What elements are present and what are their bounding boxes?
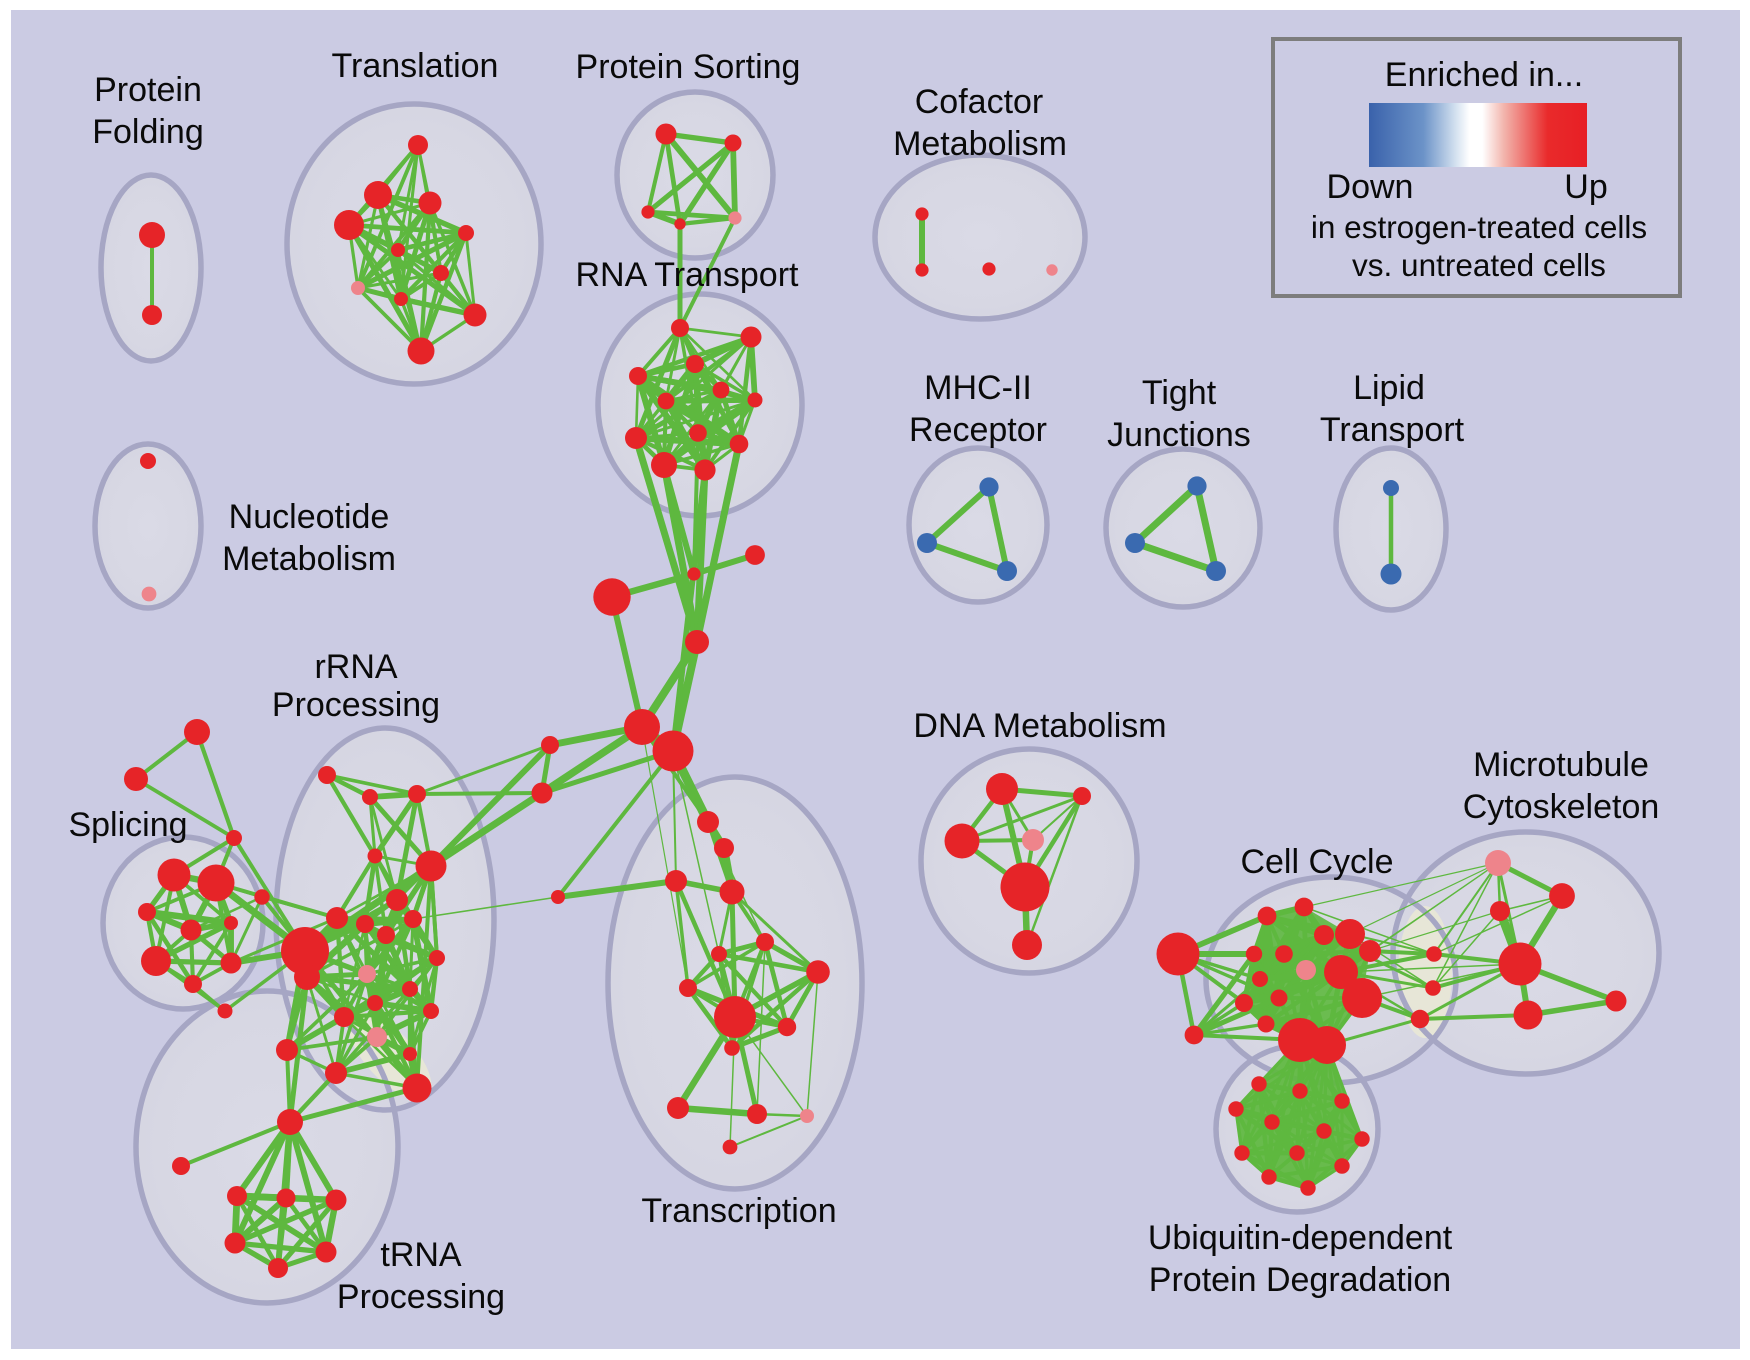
svg-text:Lipid: Lipid	[1353, 369, 1425, 407]
svg-text:Splicing: Splicing	[68, 806, 187, 844]
svg-text:MHC-II: MHC-II	[924, 369, 1032, 407]
svg-text:rRNA: rRNA	[314, 648, 397, 686]
svg-text:Microtubule: Microtubule	[1473, 746, 1649, 784]
svg-text:Cytoskeleton: Cytoskeleton	[1463, 788, 1660, 826]
svg-text:RNA Transport: RNA Transport	[576, 256, 800, 294]
svg-text:Tight: Tight	[1142, 374, 1217, 412]
svg-text:Processing: Processing	[272, 686, 440, 724]
svg-text:Enriched in...: Enriched in...	[1385, 56, 1583, 94]
svg-text:Cofactor: Cofactor	[915, 83, 1044, 121]
svg-text:Metabolism: Metabolism	[893, 125, 1067, 163]
svg-text:Processing: Processing	[337, 1278, 505, 1316]
svg-text:Protein Degradation: Protein Degradation	[1149, 1261, 1451, 1299]
svg-text:Up: Up	[1564, 168, 1607, 206]
svg-text:DNA Metabolism: DNA Metabolism	[913, 707, 1166, 745]
svg-text:Metabolism: Metabolism	[222, 540, 396, 578]
svg-text:tRNA: tRNA	[380, 1236, 462, 1274]
svg-text:Down: Down	[1327, 168, 1414, 206]
svg-text:vs. untreated cells: vs. untreated cells	[1352, 247, 1606, 283]
svg-text:Transcription: Transcription	[641, 1192, 836, 1230]
svg-text:Junctions: Junctions	[1107, 416, 1251, 454]
svg-text:Protein: Protein	[94, 71, 202, 109]
svg-text:Protein Sorting: Protein Sorting	[576, 48, 801, 86]
svg-text:Cell Cycle: Cell Cycle	[1240, 843, 1393, 881]
svg-text:Translation: Translation	[332, 47, 499, 85]
svg-text:Receptor: Receptor	[909, 411, 1047, 449]
svg-text:Folding: Folding	[92, 113, 204, 151]
svg-text:in estrogen-treated cells: in estrogen-treated cells	[1311, 209, 1647, 245]
svg-text:Ubiquitin-dependent: Ubiquitin-dependent	[1148, 1219, 1453, 1257]
svg-text:Nucleotide: Nucleotide	[229, 498, 390, 536]
svg-text:Transport: Transport	[1320, 411, 1465, 449]
